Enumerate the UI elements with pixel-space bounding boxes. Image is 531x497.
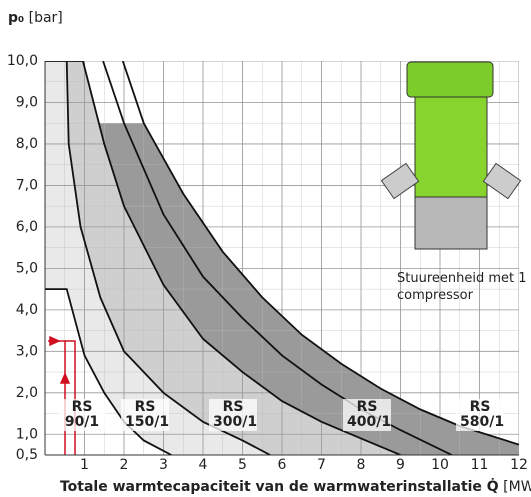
y-tick-label: 0,5	[16, 447, 38, 463]
series-label: RS 400/1	[343, 399, 391, 431]
x-tick-label: 4	[199, 457, 208, 473]
icon-part	[415, 197, 487, 249]
y-tick-label: 3,0	[16, 343, 38, 359]
series-label: RS 300/1	[209, 399, 257, 431]
y-label-symbol: p₀	[8, 10, 24, 26]
x-tick-label: 1	[80, 457, 89, 473]
y-tick-label: 10,0	[7, 53, 38, 69]
series-label: RS 580/1	[456, 399, 504, 431]
y-tick-label: 7,0	[16, 177, 38, 193]
x-tick-label: 8	[357, 457, 366, 473]
series-label: RS 90/1	[58, 399, 106, 431]
x-tick-label: 12	[510, 457, 528, 473]
x-tick-label: 3	[159, 457, 168, 473]
annotation: Stuureenheid met 1 compressor	[397, 270, 527, 304]
y-label-unit: [bar]	[29, 10, 63, 26]
x-tick-label: 7	[317, 457, 326, 473]
y-tick-label: 5,0	[16, 260, 38, 276]
icon-part	[407, 62, 493, 97]
y-axis-label: p₀ [bar]	[8, 10, 63, 26]
x-tick-label: 5	[238, 457, 247, 473]
y-tick-label: 9,0	[16, 94, 38, 110]
y-tick-label: 4,0	[16, 302, 38, 318]
y-tick-label: 6,0	[16, 219, 38, 235]
y-tick-label: 1,0	[16, 426, 38, 442]
x-tick-label: 9	[396, 457, 405, 473]
x-axis-label: Totale warmtecapaciteit van de warmwater…	[60, 478, 531, 495]
x-tick-label: 2	[120, 457, 129, 473]
x-tick-label: 6	[278, 457, 287, 473]
y-tick-label: 2,0	[16, 385, 38, 401]
x-tick-label: 10	[431, 457, 449, 473]
x-label-text: Totale warmtecapaciteit van de warmwater…	[60, 478, 499, 495]
x-tick-label: 11	[471, 457, 489, 473]
icon-part	[415, 97, 487, 197]
y-tick-label: 8,0	[16, 136, 38, 152]
x-label-unit: [MW]	[503, 479, 531, 495]
series-label: RS 150/1	[121, 399, 169, 431]
page: p₀ [bar] Totale warmtecapaciteit van de …	[0, 0, 531, 497]
